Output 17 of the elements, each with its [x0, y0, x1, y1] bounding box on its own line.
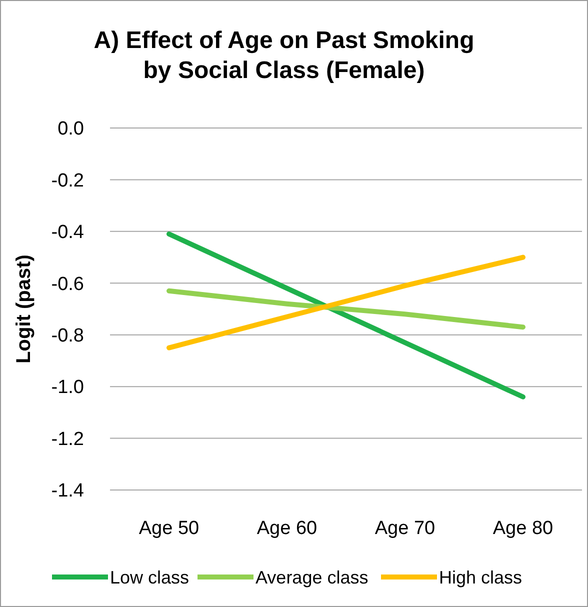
y-tick-label: -1.0: [51, 377, 84, 398]
legend-label: High class: [439, 567, 522, 588]
x-tick-label: Age 60: [256, 518, 318, 539]
y-tick-label: 0.0: [58, 118, 84, 140]
legend-label: Average class: [256, 567, 368, 588]
x-tick-label: Age 80: [492, 518, 554, 539]
y-tick-label: -0.2: [51, 170, 84, 192]
y-tick-label: -1.4: [51, 480, 84, 502]
y-tick-label: -0.6: [51, 274, 84, 295]
y-tick-label: -0.4: [51, 222, 84, 244]
chart-title: A) Effect of Age on Past Smoking by Social Class (Female): [94, 27, 474, 84]
x-tick-label: Age 50: [138, 518, 200, 539]
legend-label: Low class: [110, 567, 190, 588]
x-tick-label: Age 70: [374, 518, 436, 539]
y-tick-label: -0.8: [51, 326, 84, 347]
y-tick-label: -1.2: [51, 428, 84, 450]
y-axis-title: Logit (past): [13, 254, 35, 364]
